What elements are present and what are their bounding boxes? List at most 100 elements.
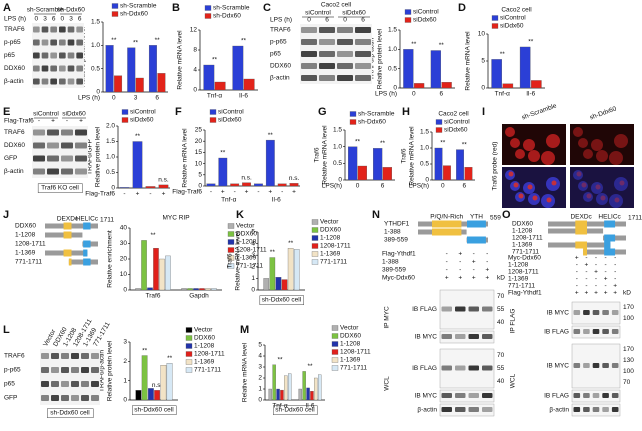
y-tick-label: 4: [251, 240, 255, 247]
x-tick-label: Il-6: [305, 403, 314, 410]
domain-label: HELICc: [598, 214, 621, 221]
row-label: TRAF6: [4, 26, 25, 33]
bar: [289, 183, 299, 187]
y-tick-label: 0: [123, 287, 127, 294]
y-tick-label: 0: [251, 287, 255, 294]
panel-letter: C: [263, 2, 271, 14]
bar: [442, 165, 451, 181]
group-label: sh-Scramble: [27, 7, 64, 14]
blot-band: [33, 142, 45, 149]
condition-sign: -: [585, 269, 587, 276]
legend-swatch: [349, 111, 357, 117]
section-label: IP FLAG: [510, 309, 517, 334]
y-tick-label: 2.0: [106, 123, 115, 130]
significance: n.s.: [158, 177, 169, 184]
y-tick-label: 0.5: [91, 65, 100, 72]
legend-label: sh-Scramble: [358, 111, 395, 118]
legend-label: 771-1711: [194, 367, 221, 374]
blot-band: [81, 381, 89, 387]
condition-sign: -: [446, 259, 448, 266]
bar: [148, 45, 157, 93]
legend-label: siControl: [500, 15, 526, 22]
blot-band: [611, 393, 619, 398]
blot-footer: Traf6 KO cell: [41, 185, 79, 192]
bar: [269, 257, 276, 291]
construct-label: 1-1208: [512, 228, 533, 235]
legend-label: 1208-1711: [194, 351, 225, 358]
section-label: WCL: [510, 373, 517, 388]
group-label: siDdx60: [62, 111, 86, 118]
significance: **: [167, 355, 173, 362]
blot-band: [81, 395, 89, 401]
y-tick-label: 3: [123, 339, 127, 346]
legend-label: siControl: [218, 109, 244, 116]
y-tick-label: 10: [195, 160, 203, 167]
x-tick-label: 0: [356, 183, 360, 190]
legend-swatch: [311, 259, 319, 265]
blot-band: [41, 367, 49, 373]
construct-label: 771-1711: [15, 259, 42, 266]
condition-sign: +: [485, 275, 489, 282]
condition-sign: +: [485, 267, 489, 274]
row-label: β-actin: [417, 407, 437, 414]
condition-sign: +: [604, 290, 608, 297]
y-tick-label: 0: [393, 85, 397, 92]
x-tick-label: Gapdh: [189, 293, 209, 300]
bar: [287, 248, 294, 291]
bar: [232, 45, 244, 91]
bar: [502, 83, 514, 89]
blot-band: [592, 310, 600, 315]
row-label: p65: [4, 381, 15, 388]
blot-band: [455, 365, 466, 371]
row-label: TRAF6: [4, 129, 25, 136]
cell-signal: [619, 180, 625, 186]
bar: [263, 278, 270, 291]
y-tick-label: 0: [481, 85, 485, 92]
blot-band: [301, 27, 317, 33]
legend-swatch: [227, 263, 235, 269]
bar: [284, 375, 288, 401]
legend-swatch: [331, 341, 339, 347]
bar: [165, 255, 171, 291]
lane-label-title: LPS (h): [270, 17, 292, 24]
cell: [523, 139, 535, 151]
blot-band: [573, 310, 581, 315]
bar: [199, 288, 205, 291]
x-tick-label: 3: [134, 95, 138, 102]
kd-marker: 100: [623, 315, 634, 322]
image-side-label: Traf6 probe (red): [492, 142, 499, 191]
significance: **: [411, 41, 417, 48]
condition-sign: -: [614, 255, 616, 262]
end-label: 559: [490, 215, 501, 222]
domain: [63, 249, 72, 257]
cell-signal: [508, 171, 514, 177]
condition-sign: -: [605, 262, 607, 269]
legend-label: siDdx60: [218, 117, 242, 124]
lane-label: 3: [43, 16, 47, 23]
bar: [441, 82, 452, 89]
blot-frame: [439, 389, 495, 403]
group-label: Tnf-α: [221, 197, 237, 204]
legend-label: 1-1369: [194, 359, 215, 366]
y-axis-label: TRAF6/β-actin: [99, 350, 106, 392]
protein-label: YTHDF1: [384, 221, 410, 228]
significance: **: [380, 140, 386, 147]
row-label: IB FLAG: [544, 329, 569, 336]
y-tick-label: 1: [251, 275, 255, 282]
bar: [230, 183, 240, 187]
blot-band: [47, 142, 59, 149]
legend-swatch: [491, 23, 499, 29]
y-tick-label: 10: [120, 271, 128, 278]
lane-label: 0: [61, 16, 65, 23]
blot-band: [355, 39, 371, 45]
x-tick-label: +: [268, 189, 272, 196]
significance: **: [462, 141, 468, 148]
blot-band: [611, 363, 619, 368]
lane-label: 6: [361, 17, 365, 24]
x-axis-label: Flag-Traf6: [85, 191, 115, 198]
domain: [432, 220, 462, 228]
bar: [148, 388, 154, 401]
condition-sign: -: [486, 259, 488, 266]
x-tick-label: 0: [112, 95, 116, 102]
y-tick-label: 5: [198, 172, 202, 179]
